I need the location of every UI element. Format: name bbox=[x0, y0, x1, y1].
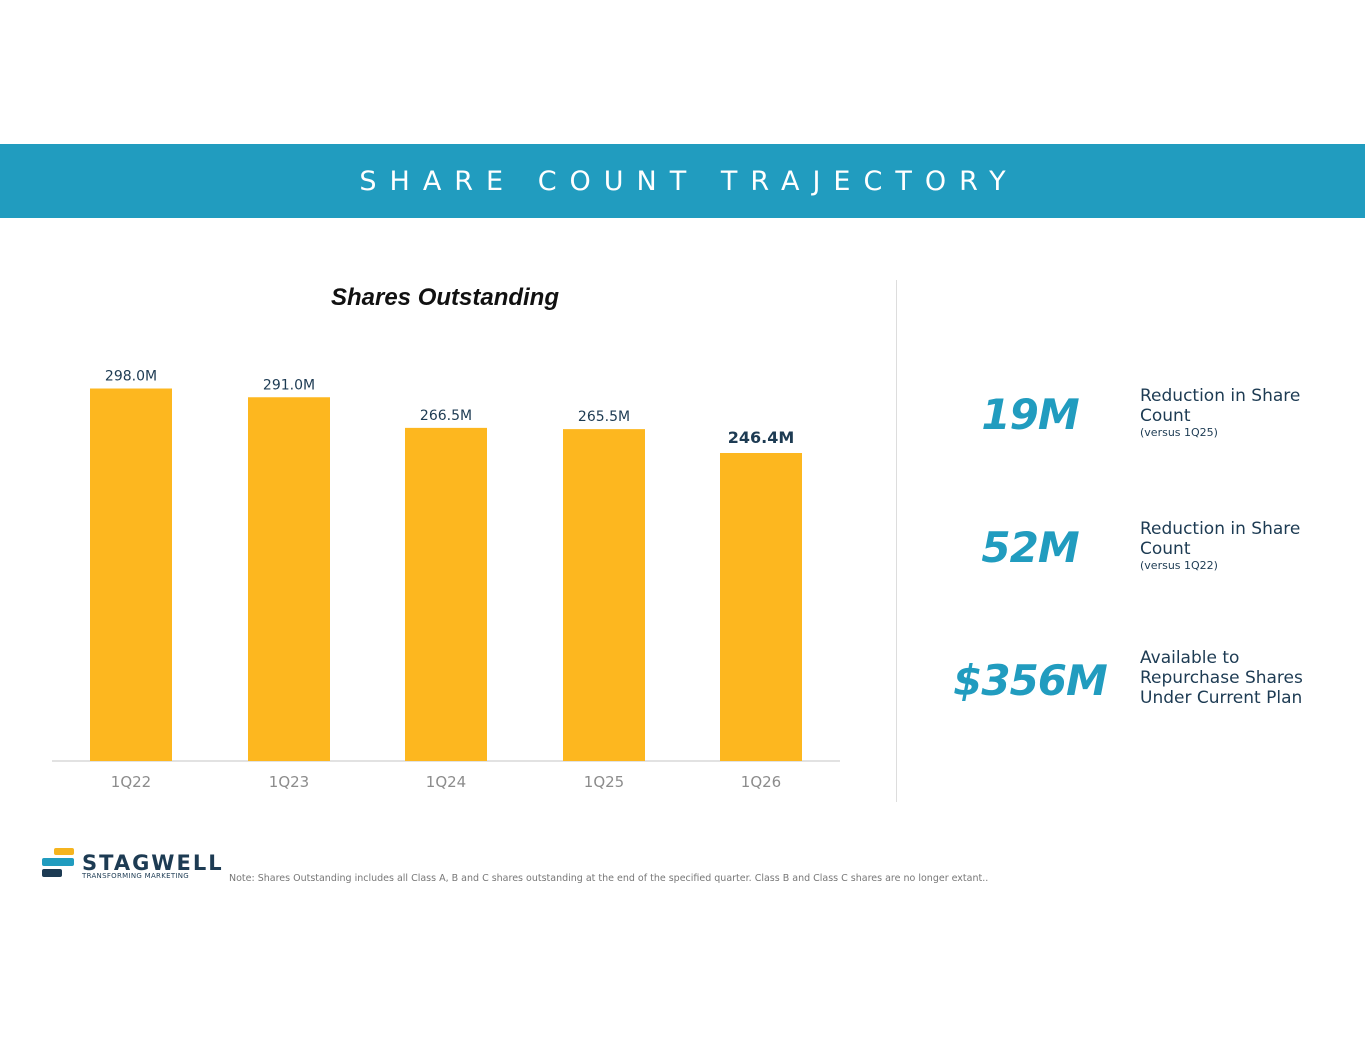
bar-1q26 bbox=[720, 453, 802, 761]
data-label: 246.4M bbox=[728, 428, 795, 447]
stat-value: 52M bbox=[981, 523, 1079, 572]
stagwell-logo: STAGWELL TRANSFORMING MARKETING bbox=[40, 846, 222, 882]
stat-value: 19M bbox=[981, 390, 1079, 439]
stat-label-text: Reduction in Share Count bbox=[1140, 386, 1301, 426]
data-label: 266.5M bbox=[420, 408, 472, 424]
stat-label-text: Reduction in Share Count bbox=[1140, 519, 1301, 559]
page-title: SHARE COUNT TRAJECTORY bbox=[359, 165, 1019, 197]
footnote: Note: Shares Outstanding includes all Cl… bbox=[229, 873, 989, 884]
vertical-divider bbox=[896, 280, 897, 802]
stat-label: Reduction in Share Count (versus 1Q25) bbox=[1140, 386, 1325, 439]
data-label: 265.5M bbox=[578, 409, 630, 425]
logo-wordmark: STAGWELL bbox=[82, 851, 224, 875]
bar-1q24 bbox=[405, 427, 487, 761]
stat-share-reduction-1q22: 52M Reduction in Share Count (versus 1Q2… bbox=[940, 507, 1340, 587]
header-banner: SHARE COUNT TRAJECTORY bbox=[0, 144, 1365, 218]
stat-label-text: Available to Repurchase Shares Under Cur… bbox=[1140, 648, 1303, 708]
data-label: 298.0M bbox=[105, 369, 157, 385]
logo-mark-icon bbox=[42, 848, 74, 877]
stat-label: Reduction in Share Count (versus 1Q22) bbox=[1140, 519, 1325, 572]
chart-title: Shares Outstanding bbox=[330, 284, 560, 311]
x-tick-label: 1Q22 bbox=[111, 773, 151, 791]
shares-outstanding-chart: 298.0M 1Q22 291.0M 1Q23 266.5M 1Q24 265.5M 1Q25… bbox=[52, 369, 840, 791]
bar-1q23 bbox=[248, 397, 330, 761]
stat-label: Available to Repurchase Shares Under Cur… bbox=[1140, 648, 1325, 708]
x-tick-label: 1Q23 bbox=[269, 773, 309, 791]
logo-tagline: TRANSFORMING MARKETING bbox=[82, 872, 190, 880]
stat-share-reduction-1q25: 19M Reduction in Share Count (versus 1Q2… bbox=[940, 374, 1340, 454]
stat-repurchase-available: $356M Available to Repurchase Shares Und… bbox=[940, 640, 1340, 720]
data-label: 291.0M bbox=[263, 377, 315, 393]
x-tick-label: 1Q25 bbox=[584, 773, 624, 791]
x-tick-label: 1Q26 bbox=[741, 773, 781, 791]
stat-value: $356M bbox=[953, 656, 1108, 705]
bar-1q22 bbox=[90, 388, 172, 761]
stat-sublabel: (versus 1Q25) bbox=[1140, 426, 1218, 439]
stat-sublabel: (versus 1Q22) bbox=[1140, 559, 1218, 572]
x-tick-label: 1Q24 bbox=[426, 773, 466, 791]
bar-1q25 bbox=[563, 429, 645, 761]
